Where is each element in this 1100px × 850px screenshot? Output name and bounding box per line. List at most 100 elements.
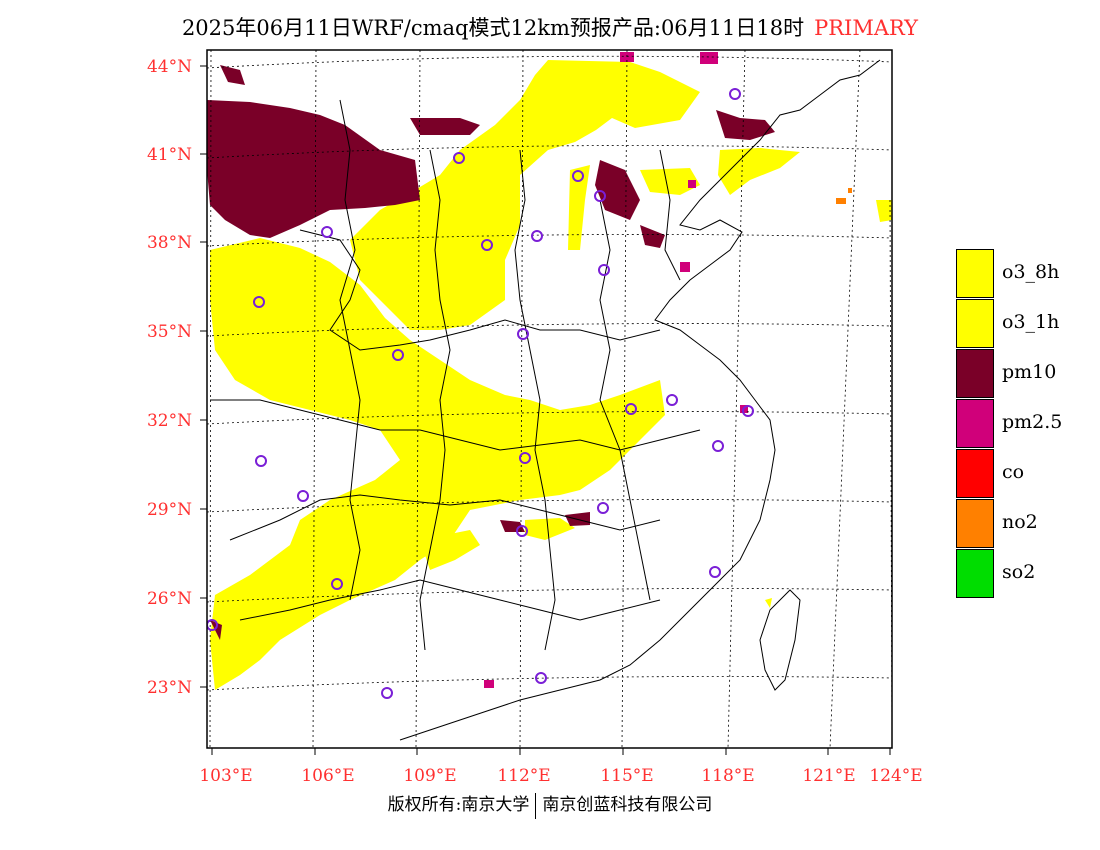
- legend-swatch: [956, 549, 994, 598]
- station-marker: [255, 455, 267, 467]
- lon-label: 106°E: [301, 766, 354, 786]
- legend-swatch: [956, 449, 994, 498]
- station-marker: [331, 578, 343, 590]
- legend-swatch: [956, 499, 994, 548]
- legend-label: co: [1002, 461, 1025, 483]
- station-marker: [709, 566, 721, 578]
- lat-label: 41°N: [147, 145, 192, 165]
- station-marker: [729, 88, 741, 100]
- o3-region-west: [210, 238, 665, 690]
- pm10-region-bohai: [640, 225, 665, 248]
- station-marker: [519, 452, 531, 464]
- province-border: [229, 494, 661, 541]
- station-marker: [381, 687, 393, 699]
- lon-label: 124°E: [869, 766, 922, 786]
- o3-region-east-patch: [718, 148, 800, 195]
- o3-region-north: [350, 60, 700, 330]
- legend-swatch: [956, 399, 994, 448]
- legend-swatch: [956, 249, 994, 298]
- legend-label: no2: [1002, 511, 1038, 533]
- o3-region-taiwan-patch: [765, 598, 772, 608]
- axis-ticks: [200, 65, 891, 755]
- o3-region-lake-patch: [525, 518, 575, 540]
- lat-label: 32°N: [147, 411, 192, 431]
- graticule: [207, 50, 892, 748]
- station-marker: [517, 328, 529, 340]
- province-border: [299, 229, 661, 351]
- no2-spot: [836, 198, 846, 204]
- lat-label: 35°N: [147, 322, 192, 342]
- pm25-spot: [688, 180, 696, 188]
- station-marker: [597, 502, 609, 514]
- map-title: 2025年06月11日WRF/cmaq模式12km预报产品:06月11日18时 P…: [0, 12, 1100, 42]
- station-marker: [321, 226, 333, 238]
- lat-label: 38°N: [147, 233, 192, 253]
- station-marker: [392, 349, 404, 361]
- pm25-spot: [700, 52, 718, 64]
- station-markers: [207, 88, 754, 699]
- station-marker: [453, 152, 465, 164]
- no2-spot: [848, 188, 852, 193]
- primary-tag: PRIMARY: [814, 16, 919, 40]
- province-border: [339, 99, 361, 601]
- lat-label: 23°N: [147, 678, 192, 698]
- legend-label: o3_8h: [1002, 261, 1060, 283]
- taiwan-outline: [759, 589, 801, 691]
- copyright-right: 南京创蓝科技有限公司: [542, 795, 713, 815]
- copyright-left: 版权所有:南京大学: [387, 795, 530, 815]
- station-marker: [712, 440, 724, 452]
- longitude-labels: 103°E 106°E 109°E 112°E 115°E 118°E 121°…: [199, 766, 922, 786]
- pm25-spot: [484, 680, 494, 688]
- province-border: [659, 149, 681, 281]
- station-marker: [535, 672, 547, 684]
- province-border: [239, 579, 661, 621]
- coastline: [399, 59, 881, 741]
- pm10-region-inner-mongolia: [207, 100, 420, 238]
- station-marker: [572, 170, 584, 182]
- lon-label: 115°E: [600, 766, 653, 786]
- legend-swatch: [956, 299, 994, 348]
- province-border: [419, 149, 451, 651]
- lon-label: 121°E: [802, 766, 855, 786]
- station-marker: [742, 405, 754, 417]
- o3-region-shandong-patch: [640, 168, 700, 195]
- station-marker: [666, 394, 678, 406]
- lon-label: 109°E: [403, 766, 456, 786]
- station-marker: [481, 239, 493, 251]
- pm10-region-north-strip: [410, 118, 480, 135]
- station-marker: [531, 230, 543, 242]
- station-marker: [297, 490, 309, 502]
- lon-label: 112°E: [497, 766, 550, 786]
- legend-swatch: [956, 349, 994, 398]
- map-frame: [206, 49, 893, 749]
- station-marker: [516, 525, 528, 537]
- station-marker: [598, 264, 610, 276]
- lon-label: 118°E: [701, 766, 754, 786]
- station-marker: [594, 190, 606, 202]
- province-border: [514, 149, 556, 651]
- legend-label: pm10: [1002, 361, 1057, 383]
- pm10-region-nw-corner: [220, 65, 245, 85]
- pm10-region-hunan: [500, 520, 525, 532]
- legend-label: so2: [1002, 561, 1036, 583]
- lat-label: 29°N: [147, 500, 192, 520]
- lon-label: 103°E: [199, 766, 252, 786]
- station-marker: [253, 296, 265, 308]
- o3-region-center-patch: [568, 165, 590, 250]
- pm25-spot: [680, 262, 690, 272]
- pm10-region-liaoning: [716, 110, 775, 140]
- lat-label: 44°N: [147, 57, 192, 77]
- station-marker: [207, 619, 218, 631]
- o3-regions: [210, 60, 892, 690]
- legend-label: pm2.5: [1002, 411, 1063, 433]
- no2-regions: [836, 188, 852, 204]
- lat-label: 26°N: [147, 589, 192, 609]
- pm10-region-yunnan: [210, 620, 222, 640]
- station-marker: [625, 403, 637, 415]
- pm10-regions: [207, 65, 775, 640]
- legend-label: o3_1h: [1002, 311, 1060, 333]
- copyright-footer: 版权所有:南京大学 南京创蓝科技有限公司: [0, 790, 1100, 819]
- latitude-labels: 44°N 41°N 38°N 35°N 32°N 29°N 26°N 23°N: [147, 57, 192, 698]
- o3-region-ne-patch: [876, 200, 892, 222]
